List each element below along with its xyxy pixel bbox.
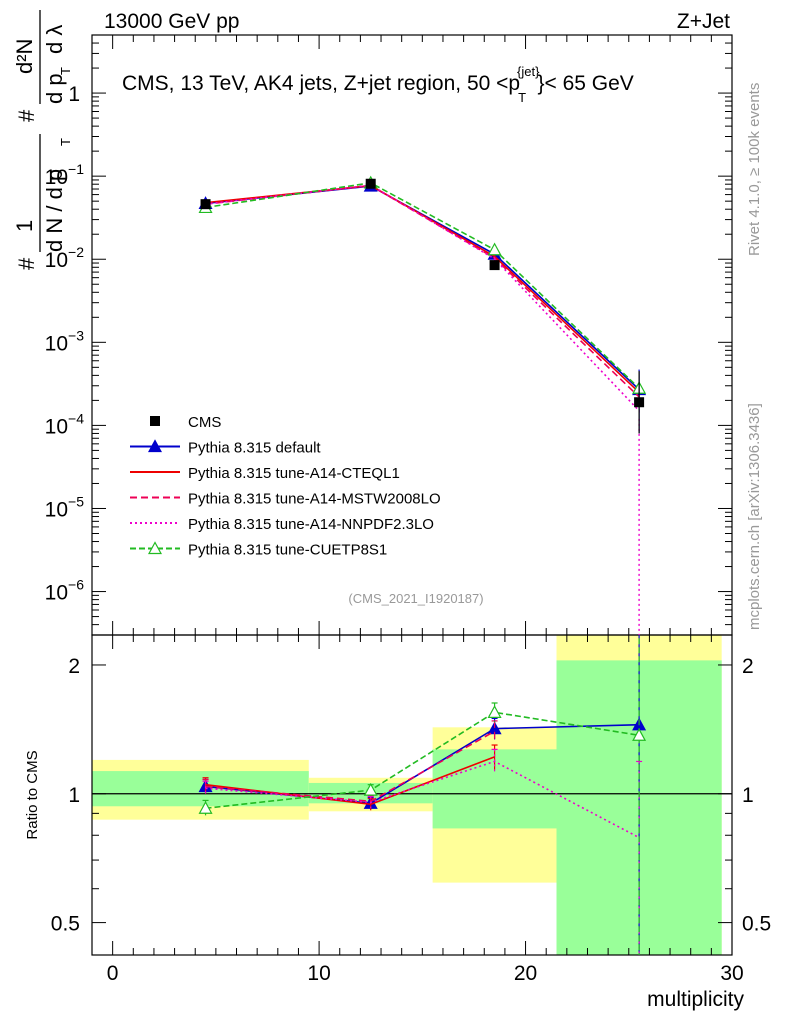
x-axis-label: multiplicity — [647, 988, 744, 1011]
legend-marker-cms — [150, 416, 160, 426]
svg-text:d λ: d λ — [42, 25, 67, 54]
main-panel-series — [198, 175, 647, 635]
ratio-y-tick-label: 0.5 — [51, 913, 80, 936]
svg-text:d N / d p: d N / d p — [42, 169, 67, 252]
data-point — [489, 260, 500, 271]
legend-label: CMS — [188, 414, 221, 431]
ratio-uncertainty-bands — [92, 635, 722, 955]
header-left: 13000 GeV pp — [104, 10, 239, 33]
svg-text:d²N: d²N — [12, 39, 37, 74]
x-axis-ticks: 0 10 20 30 — [91, 35, 744, 985]
y-tick-label: 10−2 — [45, 244, 85, 272]
svg-text:d p: d p — [42, 73, 67, 104]
y-tick-label: 10−1 — [45, 161, 85, 189]
ratio-line-cuetp8s1 — [205, 711, 640, 810]
main-marker-cuetp8s1 — [487, 242, 502, 256]
ratio-marker-cuetp8s1 — [487, 705, 502, 718]
plot-title: CMS, 13 TeV, AK4 jets, Z+jet region, 50 … — [122, 64, 634, 105]
ratio-marker-cuetp8s1 — [363, 782, 378, 796]
ratio-y-tick-label: 2 — [68, 655, 80, 678]
legend-label: Pythia 8.315 tune-CUETP8S1 — [188, 542, 387, 559]
y-tick-label: 10−6 — [45, 577, 85, 605]
ratio-y-tick-label-right: 1 — [742, 784, 754, 807]
ratio-panel-series — [198, 635, 647, 955]
ratio-frame — [91, 634, 733, 956]
x-tick-label: 30 — [720, 962, 743, 985]
legend-label: Pythia 8.315 tune-A14-CTEQL1 — [188, 465, 400, 482]
ratio-y-tick-label-right: 2 — [742, 655, 754, 678]
data-point — [200, 199, 211, 210]
y-tick-label: 1 — [68, 83, 80, 106]
ratio-y-tick-label-right: 0.5 — [742, 913, 771, 936]
x-tick-label: 0 — [107, 962, 119, 985]
analysis-watermark: (CMS_2021_I1920187) — [348, 591, 483, 606]
main-line-mstw — [205, 184, 640, 398]
ratio-line-nnpdf — [205, 760, 640, 839]
ratio-y-axis-label: Ratio to CMS — [24, 750, 41, 839]
legend-marker-default — [147, 439, 163, 453]
legend-marker-cuetp8s1 — [147, 541, 163, 555]
legend-label: Pythia 8.315 default — [188, 440, 321, 457]
ratio-y-axis-ticks: 2 2 1 1 0.5 0.5 — [51, 655, 771, 936]
data-point — [365, 178, 376, 189]
band-inner-bin — [92, 771, 309, 807]
main-y-axis-label: # 1 d N / d p T # d²N d p T d λ — [12, 10, 73, 270]
legend: CMS Pythia 8.315 default Pythia 8.315 tune… — [130, 414, 441, 559]
x-tick-label: 10 — [307, 962, 330, 985]
svg-text:1: 1 — [12, 220, 37, 232]
y-tick-label: 10−4 — [45, 410, 85, 438]
ratio-marker-cuetp8s1 — [198, 801, 213, 814]
rivet-version-label: Rivet 4.1.0, ≥ 100k events — [746, 82, 763, 256]
svg-text:T: T — [58, 67, 73, 75]
main-line-cuetp8s1 — [205, 182, 640, 389]
header-right: Z+Jet — [677, 10, 730, 33]
main-y-axis-ticks: 1 10−1 10−2 10−3 10−4 10−5 10−6 — [45, 34, 732, 636]
x-tick-label: 20 — [514, 962, 537, 985]
legend-label: Pythia 8.315 tune-A14-NNPDF2.3LO — [188, 516, 434, 533]
mcplots-credit-label: mcplots.cern.ch [arXiv:1306.3436] — [746, 403, 763, 630]
ratio-marker-cuetp8s1 — [632, 728, 647, 741]
ratio-y-tick-label: 1 — [68, 784, 80, 807]
svg-text:#: # — [14, 109, 39, 122]
legend-label: Pythia 8.315 tune-A14-MSTW2008LO — [188, 491, 441, 508]
y-tick-label: 10−5 — [45, 493, 85, 521]
svg-text:T: T — [58, 138, 73, 146]
data-point — [634, 397, 645, 408]
y-tick-label: 10−3 — [45, 327, 85, 355]
main-line-nnpdf — [205, 184, 640, 412]
svg-text:#: # — [14, 257, 39, 270]
